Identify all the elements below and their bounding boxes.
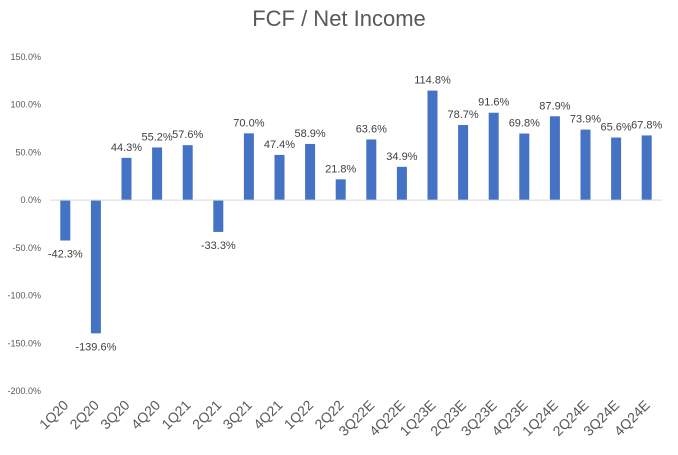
bar-3q20 xyxy=(121,157,132,201)
x-tick-label: 4Q20 xyxy=(128,397,164,433)
x-tick-label: 1Q22 xyxy=(281,397,317,433)
bar-2q21 xyxy=(213,200,224,232)
x-tick-label: 1Q20 xyxy=(36,397,72,433)
data-label: 57.6% xyxy=(172,129,203,141)
bar-1q24e xyxy=(549,116,560,201)
y-tick-label: 100.0% xyxy=(10,100,41,110)
data-label: 55.2% xyxy=(141,131,172,143)
data-label: 21.8% xyxy=(325,163,356,175)
bar-2q23e xyxy=(458,125,469,201)
data-label: -42.3% xyxy=(48,249,83,261)
data-label: 87.9% xyxy=(539,100,570,112)
bar-2q22 xyxy=(335,179,346,201)
bar-4q24e xyxy=(641,135,652,201)
data-label: 73.9% xyxy=(570,114,601,126)
bar-1q20 xyxy=(60,200,71,241)
bar-4q20 xyxy=(152,147,163,201)
data-label: -33.3% xyxy=(201,240,236,252)
x-tick-label: 4Q21 xyxy=(250,397,286,433)
data-label: 69.8% xyxy=(509,118,540,130)
y-tick-label: 50.0% xyxy=(15,147,41,157)
data-label: 70.0% xyxy=(233,117,264,129)
data-label: 58.9% xyxy=(294,128,325,140)
bar-3q23e xyxy=(488,112,499,201)
bar-1q21 xyxy=(182,145,193,201)
y-tick-label: 0.0% xyxy=(20,195,41,205)
data-label: 91.6% xyxy=(478,97,509,109)
data-label: 44.3% xyxy=(111,142,142,154)
bar-4q22e xyxy=(396,166,407,201)
data-label: 67.8% xyxy=(631,119,662,131)
y-tick-label: -200.0% xyxy=(7,386,41,396)
x-tick-label: 1Q21 xyxy=(158,397,194,433)
data-label: 34.9% xyxy=(386,151,417,163)
x-tick-label: 3Q21 xyxy=(219,397,255,433)
bar-3q22e xyxy=(366,139,377,201)
y-axis-ticks: 150.0% 100.0% 50.0% 0.0% -50.0% -100.0% -150.0… xyxy=(7,52,41,396)
bar-2q24e xyxy=(580,129,591,201)
bar-2q20 xyxy=(90,200,101,334)
x-tick-label: 3Q20 xyxy=(97,397,133,433)
data-label: 78.7% xyxy=(447,109,478,121)
bar-4q23e xyxy=(519,133,530,201)
bar-4q21 xyxy=(274,154,285,201)
bar-3q24e xyxy=(611,137,622,201)
chart-title: FCF / Net Income xyxy=(252,6,426,31)
data-label: -139.6% xyxy=(75,341,116,353)
y-tick-label: -100.0% xyxy=(7,291,41,301)
y-tick-label: 150.0% xyxy=(10,52,41,62)
data-label: 65.6% xyxy=(600,122,631,134)
bar-1q23e xyxy=(427,90,438,201)
y-tick-label: -150.0% xyxy=(7,338,41,348)
bars xyxy=(60,90,652,334)
data-label: 63.6% xyxy=(356,123,387,135)
x-tick-label: 2Q20 xyxy=(66,397,102,433)
data-label: 47.4% xyxy=(264,139,295,151)
data-label: 114.8% xyxy=(414,75,451,87)
x-axis-labels: 1Q202Q203Q204Q201Q212Q213Q214Q211Q222Q22… xyxy=(36,397,653,439)
data-labels: -42.3% -139.6% 44.3%55.2% 57.6% -33.3% 70.0%4… xyxy=(48,75,663,354)
bar-1q22 xyxy=(305,143,316,201)
bar-3q21 xyxy=(243,133,254,201)
x-tick-label: 2Q21 xyxy=(189,397,225,433)
y-tick-label: -50.0% xyxy=(12,243,41,253)
